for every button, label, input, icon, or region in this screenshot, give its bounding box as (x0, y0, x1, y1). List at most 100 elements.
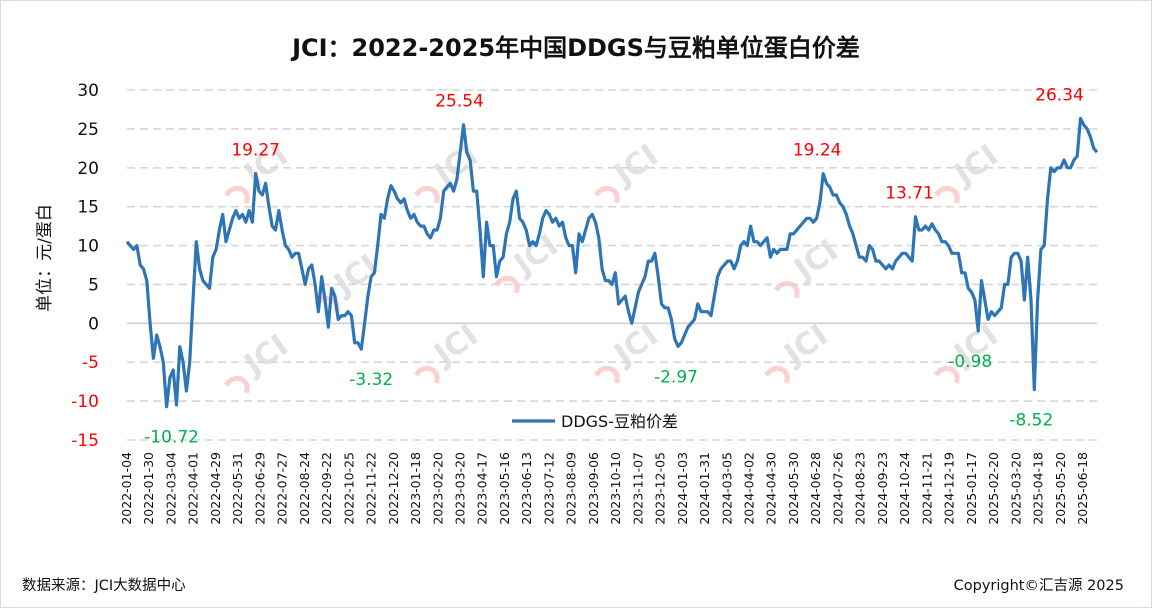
x-tick-label: 2023-08-09 (564, 452, 579, 525)
x-tick-label: 2022-10-25 (341, 452, 356, 525)
y-axis-label: 单位：元/蛋白 (35, 204, 55, 312)
x-tick-label: 2023-03-20 (452, 452, 467, 525)
x-tick-label: 2022-11-22 (364, 452, 379, 525)
x-tick-label: 2024-01-03 (675, 452, 690, 525)
peak-label: 26.34 (1035, 85, 1084, 105)
x-tick-label: 2024-05-30 (786, 452, 801, 525)
x-tick-label: 2022-07-27 (275, 452, 290, 525)
x-tick-label: 2022-01-30 (141, 452, 156, 525)
x-tick-label: 2023-02-20 (430, 452, 445, 525)
y-tick-label: 30 (77, 81, 99, 101)
x-tick-label: 2024-11-21 (919, 452, 934, 525)
y-tick-label: 5 (88, 275, 99, 295)
x-tick-label: 2022-04-29 (208, 452, 223, 525)
watermark-logo: JCI (414, 138, 485, 204)
chart-title: JCI：2022-2025年中国DDGS与豆粕单位蛋白价差 (290, 34, 860, 62)
watermark-logo: JCI (224, 328, 295, 394)
x-tick-label: 2024-12-19 (942, 452, 957, 525)
legend[interactable]: DDGS-豆粕价差 (512, 412, 678, 431)
watermark-mark (594, 185, 620, 204)
x-tick-label: 2025-02-20 (986, 452, 1001, 525)
watermark-mark (224, 375, 250, 394)
watermark-logo: JCI (494, 228, 565, 294)
watermark-text: JCI (507, 228, 565, 283)
x-tick-label: 2023-10-10 (608, 452, 623, 525)
x-tick-label: 2022-12-20 (386, 452, 401, 525)
y-tick-label: 10 (77, 237, 99, 257)
y-tick-label: 0 (88, 314, 99, 334)
trough-label: -8.52 (1009, 411, 1053, 431)
watermark-mark (224, 185, 250, 204)
gridlines (127, 89, 1097, 441)
x-tick-label: 2025-01-17 (964, 452, 979, 525)
peak-label: 19.27 (231, 140, 280, 160)
x-tick-label: 2022-08-24 (297, 452, 312, 525)
peak-label: 25.54 (435, 92, 484, 112)
watermark-mark (934, 365, 960, 384)
x-tick-label: 2024-01-31 (697, 452, 712, 525)
watermark-text: JCI (947, 138, 1005, 193)
y-tick-label: 20 (77, 159, 99, 179)
x-tick-label: 2023-01-18 (408, 452, 423, 525)
x-tick-label: 2023-11-07 (630, 452, 645, 525)
x-tick-label: 2024-10-24 (897, 452, 912, 525)
x-tick-label: 2024-04-02 (742, 452, 757, 525)
watermark-text: JCI (777, 318, 835, 373)
watermark-text: JCI (427, 318, 485, 373)
watermark-mark (414, 365, 440, 384)
y-tick-label: 25 (77, 120, 99, 140)
watermark-logo: JCI (934, 138, 1005, 204)
x-tick-label: 2023-09-06 (586, 452, 601, 525)
y-axis-ticks: 30 25 20 15 10 5 0 -5 -10 -15 (71, 81, 99, 451)
x-tick-label: 2025-06-18 (1075, 452, 1090, 525)
trough-label: -2.97 (654, 367, 698, 387)
peak-label: 19.24 (793, 141, 842, 161)
watermark-mark (494, 275, 520, 294)
peak-label: 13.71 (885, 184, 934, 204)
watermark-logo: JCI (594, 138, 665, 204)
x-tick-label: 2023-07-12 (541, 452, 556, 525)
x-tick-label: 2023-05-16 (497, 452, 512, 525)
x-tick-label: 2024-07-26 (830, 452, 845, 525)
x-tick-label: 2025-05-20 (1053, 452, 1068, 525)
trough-label: -3.32 (349, 370, 393, 390)
watermark-mark (594, 365, 620, 384)
watermark-text: JCI (787, 233, 845, 288)
x-tick-label: 2022-09-22 (319, 452, 334, 525)
y-tick-label: -5 (82, 353, 99, 373)
y-tick-label: 15 (77, 198, 99, 218)
watermark-logo: JCI (774, 233, 845, 299)
watermark-logo: JCI (414, 318, 485, 384)
x-tick-label: 2022-04-01 (186, 452, 201, 525)
watermark-mark (414, 185, 440, 204)
watermark-mark (774, 280, 800, 299)
y-tick-label: -10 (71, 392, 99, 412)
watermark-text: JCI (607, 318, 665, 373)
watermark-mark (934, 185, 960, 204)
x-tick-label: 2024-04-30 (764, 452, 779, 525)
x-tick-label: 2024-09-23 (875, 452, 890, 525)
x-tick-label: 2022-06-29 (252, 452, 267, 525)
x-tick-label: 2024-06-28 (808, 452, 823, 525)
trough-label: -10.72 (144, 428, 199, 448)
x-tick-label: 2025-04-18 (1031, 452, 1046, 525)
x-tick-label: 2024-08-23 (853, 452, 868, 525)
copyright: Copyright©汇吉源 2025 (954, 577, 1124, 594)
x-tick-label: 2022-05-31 (230, 452, 245, 525)
watermark-mark (764, 365, 790, 384)
watermark-text: JCI (237, 328, 295, 383)
x-tick-label: 2025-03-20 (1008, 452, 1023, 525)
x-tick-label: 2022-03-04 (163, 452, 178, 525)
legend-label: DDGS-豆粕价差 (561, 412, 678, 431)
watermark-text: JCI (607, 138, 665, 193)
data-annotations: 19.27 -10.72 -3.32 25.54 -2.97 19.24 13.71 -0.9… (144, 85, 1084, 447)
x-axis-ticks: 2022-01-04 2022-01-30 2022-03-04 2022-04-01… (119, 452, 1090, 525)
data-source: 数据来源：JCI大数据中心 (22, 577, 186, 594)
y-tick-label: -15 (71, 431, 99, 451)
x-tick-label: 2022-01-04 (119, 452, 134, 525)
watermark-logo: JCI (764, 318, 835, 384)
trough-label: -0.98 (948, 352, 992, 372)
x-tick-label: 2023-12-05 (653, 452, 668, 525)
x-tick-label: 2023-04-17 (475, 452, 490, 525)
